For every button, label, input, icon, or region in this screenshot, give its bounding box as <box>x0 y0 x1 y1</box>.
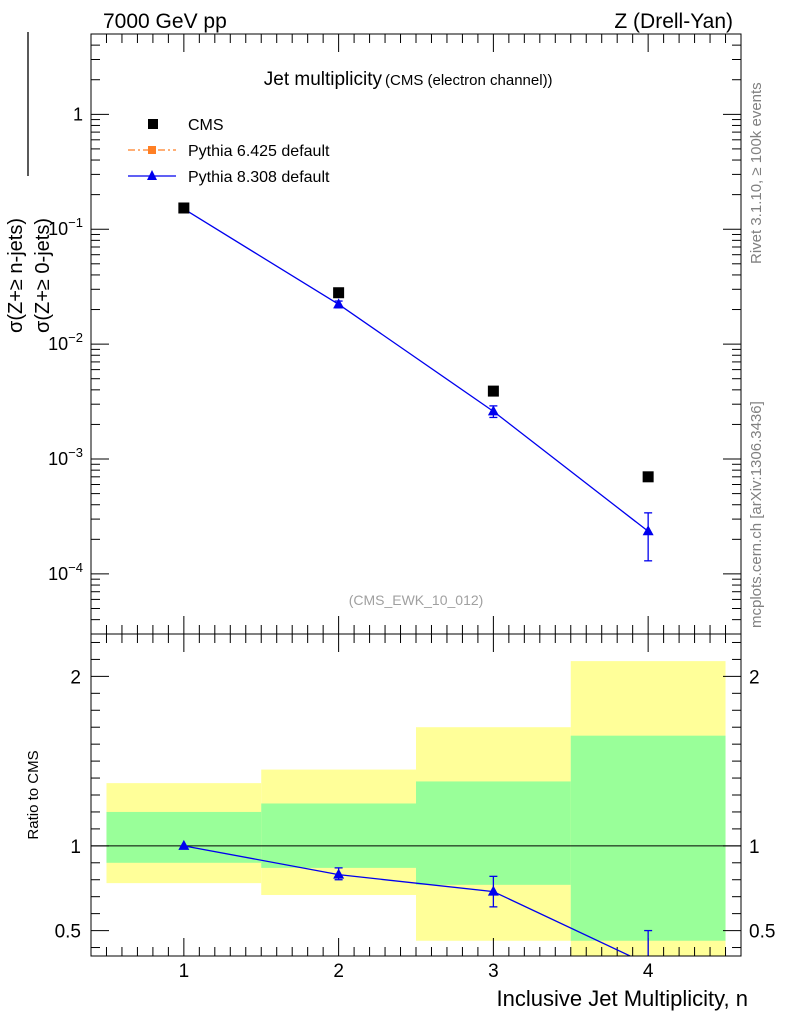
stat-uncertainty-band <box>570 735 726 941</box>
y-tick-label: 10−4 <box>48 560 83 584</box>
rivet-label: Rivet 3.1.10, ≥ 100k events <box>748 82 765 264</box>
y-label-numerator: σ(Z+≥ n-jets) <box>5 218 27 333</box>
ratio-pythia8-point <box>333 868 345 879</box>
mcplots-label: mcplots.cern.ch [arXiv:1306.3436] <box>748 401 765 628</box>
legend-pythia8-marker <box>147 170 157 180</box>
y-label-denominator: σ(Z+≥ 0-jets) <box>32 218 54 333</box>
legend: CMS Pythia 6.425 default Pythia 8.308 de… <box>128 117 330 186</box>
stat-uncertainty-band <box>416 781 571 885</box>
stat-uncertainty-band <box>106 811 262 863</box>
ratio-y-tick-label-right: 2 <box>749 667 760 688</box>
pythia8-point <box>642 525 654 536</box>
main-title: Jet multiplicity <box>264 69 383 90</box>
ratio-panel: 0.5 0.5 1 1 2 2 1 2 3 4 Ratio to CMS Inclusive Je… <box>25 633 775 1011</box>
ratio-y-tick-label-left: 2 <box>70 667 81 688</box>
pythia8-point <box>333 298 345 309</box>
ratio-frame <box>90 633 742 957</box>
cms-point <box>333 287 345 299</box>
y-tick-label: 10−2 <box>48 330 83 354</box>
pythia8-line <box>183 208 649 532</box>
main-panel: Jet multiplicity (CMS (electron channel)… <box>5 32 742 635</box>
pythia8-point <box>487 405 499 416</box>
header-energy: 7000 GeV pp <box>103 10 227 33</box>
cms-point <box>487 385 499 397</box>
analysis-tag: (CMS_EWK_10_012) <box>349 592 484 608</box>
ratio-axes: 0.5 0.5 1 1 2 2 1 2 3 4 <box>55 634 775 982</box>
ratio-y-tick-label-left: 0.5 <box>55 922 81 943</box>
y-axis-label: σ(Z+≥ n-jets) σ(Z+≥ 0-jets) <box>5 32 54 333</box>
ratio-y-tick-label-right: 1 <box>749 837 760 858</box>
ratio-y-label: Ratio to CMS <box>25 750 42 839</box>
ratio-y-tick-label-right: 0.5 <box>749 922 775 943</box>
x-tick-label: 4 <box>643 961 654 982</box>
stat-uncertainty-band <box>261 803 416 868</box>
ratio-plot-area <box>178 839 653 956</box>
main-axes: 1 10−1 10−2 10−3 10−4 <box>48 33 741 635</box>
cms-point <box>178 202 190 214</box>
main-plot-area <box>178 202 654 562</box>
ratio-pythia8-point <box>487 885 499 896</box>
ratio-pythia8-line <box>183 845 632 956</box>
x-tick-label: 2 <box>333 961 344 982</box>
legend-cms-marker <box>148 119 158 129</box>
x-axis-label: Inclusive Jet Multiplicity, n <box>497 986 748 1011</box>
header-process: Z (Drell-Yan) <box>614 10 733 33</box>
x-tick-label: 1 <box>179 961 190 982</box>
x-tick-label: 3 <box>488 961 499 982</box>
legend-pythia6-label: Pythia 6.425 default <box>188 143 330 160</box>
ratio-pythia8-point <box>178 839 190 850</box>
legend-cms-label: CMS <box>188 117 224 134</box>
legend-pythia8-label: Pythia 8.308 default <box>188 169 330 186</box>
ratio-y-tick-label-left: 1 <box>70 837 81 858</box>
legend-pythia6-marker <box>148 146 156 154</box>
cms-point <box>642 471 654 483</box>
main-subtitle: (CMS (electron channel)) <box>385 72 553 89</box>
y-tick-label: 10−3 <box>48 445 83 469</box>
ratio-bands <box>106 661 726 956</box>
y-tick-label: 1 <box>73 104 83 124</box>
y-tick-label: 10−1 <box>48 215 83 239</box>
